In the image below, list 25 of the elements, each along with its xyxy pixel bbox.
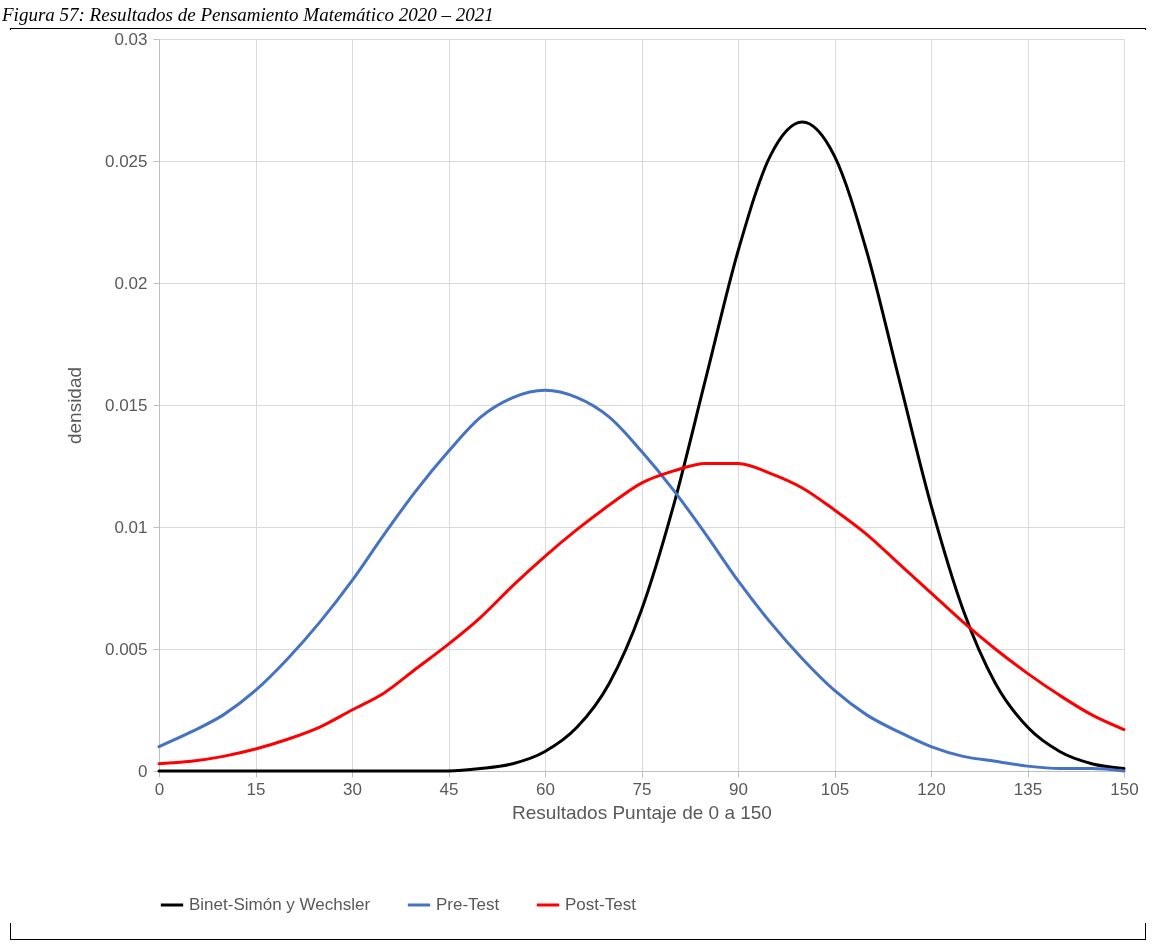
x-tick-label: 150 — [1110, 779, 1139, 799]
x-tick-label: 120 — [917, 779, 946, 799]
y-tick-label: 0.01 — [114, 517, 148, 537]
y-tick-label: 0 — [138, 761, 148, 781]
chart-title: Figura 57: Resultados de Pensamiento Matemático 2020 – 2021 — [1, 3, 495, 27]
x-tick-label: 15 — [246, 779, 266, 799]
y-tick-label: 0.005 — [104, 639, 148, 659]
x-tick-label: 90 — [729, 779, 748, 799]
y-tick-label: 0.015 — [104, 395, 148, 415]
x-tick-label: 60 — [536, 779, 555, 799]
legend-label: Pre-Test — [436, 895, 500, 914]
y-tick-label: 0.02 — [114, 273, 148, 293]
y-tick-label: 0.03 — [114, 29, 148, 49]
x-tick-label: 135 — [1013, 779, 1043, 799]
x-tick-label: 75 — [632, 779, 652, 799]
x-tick-label: 45 — [439, 779, 459, 799]
x-axis-title: Resultados Puntaje de 0 a 150 — [512, 801, 772, 823]
x-tick-label: 30 — [343, 779, 362, 799]
x-tick-label: 0 — [154, 779, 165, 799]
y-tick-label: 0.025 — [104, 151, 148, 171]
legend-label: Binet-Simón y Wechsler — [189, 895, 371, 914]
legend-label: Post-Test — [565, 895, 637, 914]
x-tick-label: 105 — [820, 779, 850, 799]
y-axis-title: densidad — [63, 366, 85, 445]
line-series — [157, 462, 1126, 766]
